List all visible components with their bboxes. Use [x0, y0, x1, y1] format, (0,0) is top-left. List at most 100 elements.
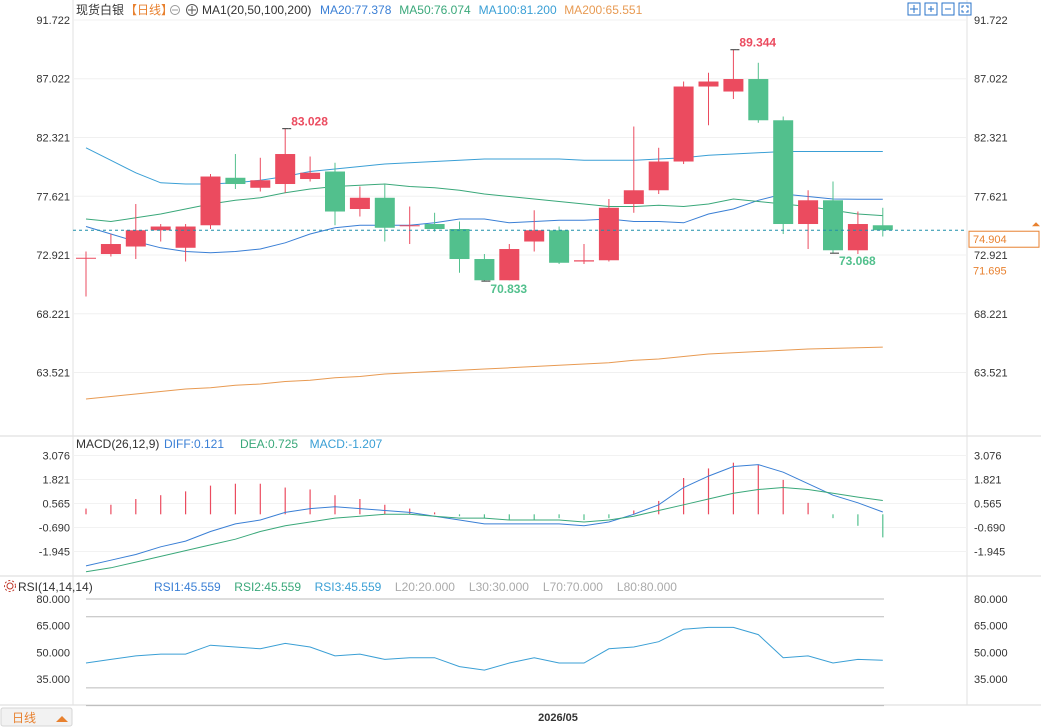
period-button-label[interactable]: 日线 [12, 711, 36, 725]
last-price-tag [968, 230, 1040, 248]
rsi-legend-item: L70:70.000 [543, 580, 603, 594]
symbol-title: 现货白银 [76, 2, 124, 17]
rsi-legend-item: RSI2:45.559 [234, 580, 301, 594]
rsi-lines [85, 626, 883, 671]
candle-body [275, 154, 296, 185]
macd-histogram [85, 462, 884, 538]
ma200-line [85, 346, 883, 400]
ma-legend-item: MA200:65.551 [564, 3, 642, 17]
macd-title: MACD(26,12,9) [76, 437, 159, 451]
price-alert-icon [1032, 222, 1040, 227]
period-label[interactable]: 【日线】 [125, 3, 173, 17]
candle-body [673, 86, 694, 162]
last-price-marker: 74.904 71.695 [73, 222, 1040, 277]
rsi-legend-item: L20:20.000 [395, 580, 455, 594]
price-tick-left: 91.722 [36, 15, 70, 27]
candle-body [225, 177, 246, 185]
price-tick-left: 82.321 [36, 133, 70, 145]
last-price-label: 74.904 [973, 234, 1007, 246]
rsi-axis-ticks: 80.000 80.000 65.000 65.000 50.000 50.000 35.0… [36, 594, 1007, 686]
ma-legend: MA20:77.378 MA50:76.074 MA100:81.200 MA200:… [320, 3, 643, 17]
ma-study-label: MA1(20,50,100,200) [202, 3, 311, 17]
candle-body [648, 161, 669, 191]
price-tick-left: 68.221 [36, 309, 70, 321]
caret-up-icon[interactable] [56, 716, 68, 722]
candle-body [698, 81, 719, 87]
ma-legend-item: MA50:76.074 [399, 3, 471, 17]
macd-tick-right: 0.565 [974, 499, 1002, 511]
move-icon[interactable] [907, 2, 921, 16]
rsi-legend-item: L30:30.000 [469, 580, 529, 594]
rsi-tick-right: 50.000 [974, 647, 1008, 659]
price-tick-right: 63.521 [974, 368, 1008, 380]
price-axis-ticks: 91.722 91.722 87.022 87.022 82.321 82.321 77.6… [36, 15, 1007, 380]
candle-body [100, 244, 121, 255]
price-tick-left: 77.621 [36, 191, 70, 203]
rsi-tick-right: 35.000 [974, 674, 1008, 686]
candle-body [723, 79, 744, 92]
price-tick-right: 72.921 [974, 250, 1008, 262]
rsi-legend-item: L80:80.000 [617, 580, 677, 594]
rsi-legend-item: RSI1:45.559 [154, 580, 221, 594]
high-annotation: 89.344 [739, 36, 776, 50]
low-annotation: 70.833 [490, 282, 527, 296]
macd-tick-right: 1.821 [974, 474, 1002, 486]
macd-tick-left: -0.690 [39, 523, 70, 535]
candle-body [474, 259, 495, 281]
macd-tick-left: 0.565 [42, 499, 70, 511]
macd-legend-item: MACD:-1.207 [310, 437, 383, 451]
period-button[interactable] [0, 707, 73, 727]
candle-body [623, 190, 644, 205]
candle-body [175, 226, 196, 248]
macd-tick-left: 3.076 [42, 451, 70, 463]
macd-legend-item: DIFF:0.121 [164, 437, 224, 451]
candle-body [399, 225, 420, 227]
macd-legend-item: DEA:0.725 [240, 437, 298, 451]
candle-body [349, 197, 370, 210]
candle-body [823, 200, 843, 251]
candle-body [125, 230, 146, 247]
zoom-out-icon[interactable] [941, 2, 955, 16]
rsi-settings-icon[interactable] [4, 580, 16, 592]
candle-body [499, 249, 520, 281]
candle-body [374, 197, 395, 228]
candle-body [424, 224, 445, 230]
zoom-in-icon[interactable] [924, 2, 938, 16]
settings-icon[interactable] [170, 5, 180, 15]
candle-body [449, 229, 470, 260]
price-tick-left: 72.921 [36, 250, 70, 262]
ma-legend-item: MA20:77.378 [320, 3, 392, 17]
candle-body [549, 230, 570, 263]
macd-tick-left: -1.945 [39, 547, 70, 559]
rsi-line [85, 626, 883, 671]
ma20-line [85, 193, 883, 254]
price-tick-right: 77.621 [974, 191, 1008, 203]
rsi-legend: RSI1:45.559 RSI2:45.559 RSI3:45.559 L20:20.… [154, 580, 677, 594]
candle-body [773, 120, 794, 225]
macd-grid [73, 455, 967, 552]
candle-body [598, 207, 619, 261]
macd-legend: DIFF:0.121 DEA:0.725 MACD:-1.207 [164, 437, 383, 451]
ma-legend-item: MA100:81.200 [479, 3, 557, 17]
price-tick-right: 82.321 [974, 133, 1008, 145]
candle-body [847, 224, 868, 251]
macd-tick-right: -0.690 [974, 523, 1005, 535]
price-tick-right: 87.022 [974, 74, 1008, 86]
secondary-price-label: 71.695 [973, 265, 1007, 277]
high-annotation: 83.028 [291, 115, 328, 129]
price-tick-right: 68.221 [974, 309, 1008, 321]
macd-tick-left: 1.821 [42, 474, 70, 486]
candle-body [524, 230, 545, 242]
rsi-tick-left: 80.000 [36, 594, 70, 606]
candle-body [76, 257, 96, 259]
price-tick-left: 63.521 [36, 368, 70, 380]
candlesticks [76, 49, 893, 297]
price-tick-left: 87.022 [36, 74, 70, 86]
fullscreen-icon[interactable] [958, 2, 972, 16]
candle-body [150, 226, 171, 231]
candle-body [748, 79, 769, 121]
ma-study-icon [186, 4, 198, 16]
rsi-grid [86, 598, 884, 707]
price-tick-right: 91.722 [974, 15, 1008, 27]
rsi-tick-left: 65.000 [36, 621, 70, 633]
